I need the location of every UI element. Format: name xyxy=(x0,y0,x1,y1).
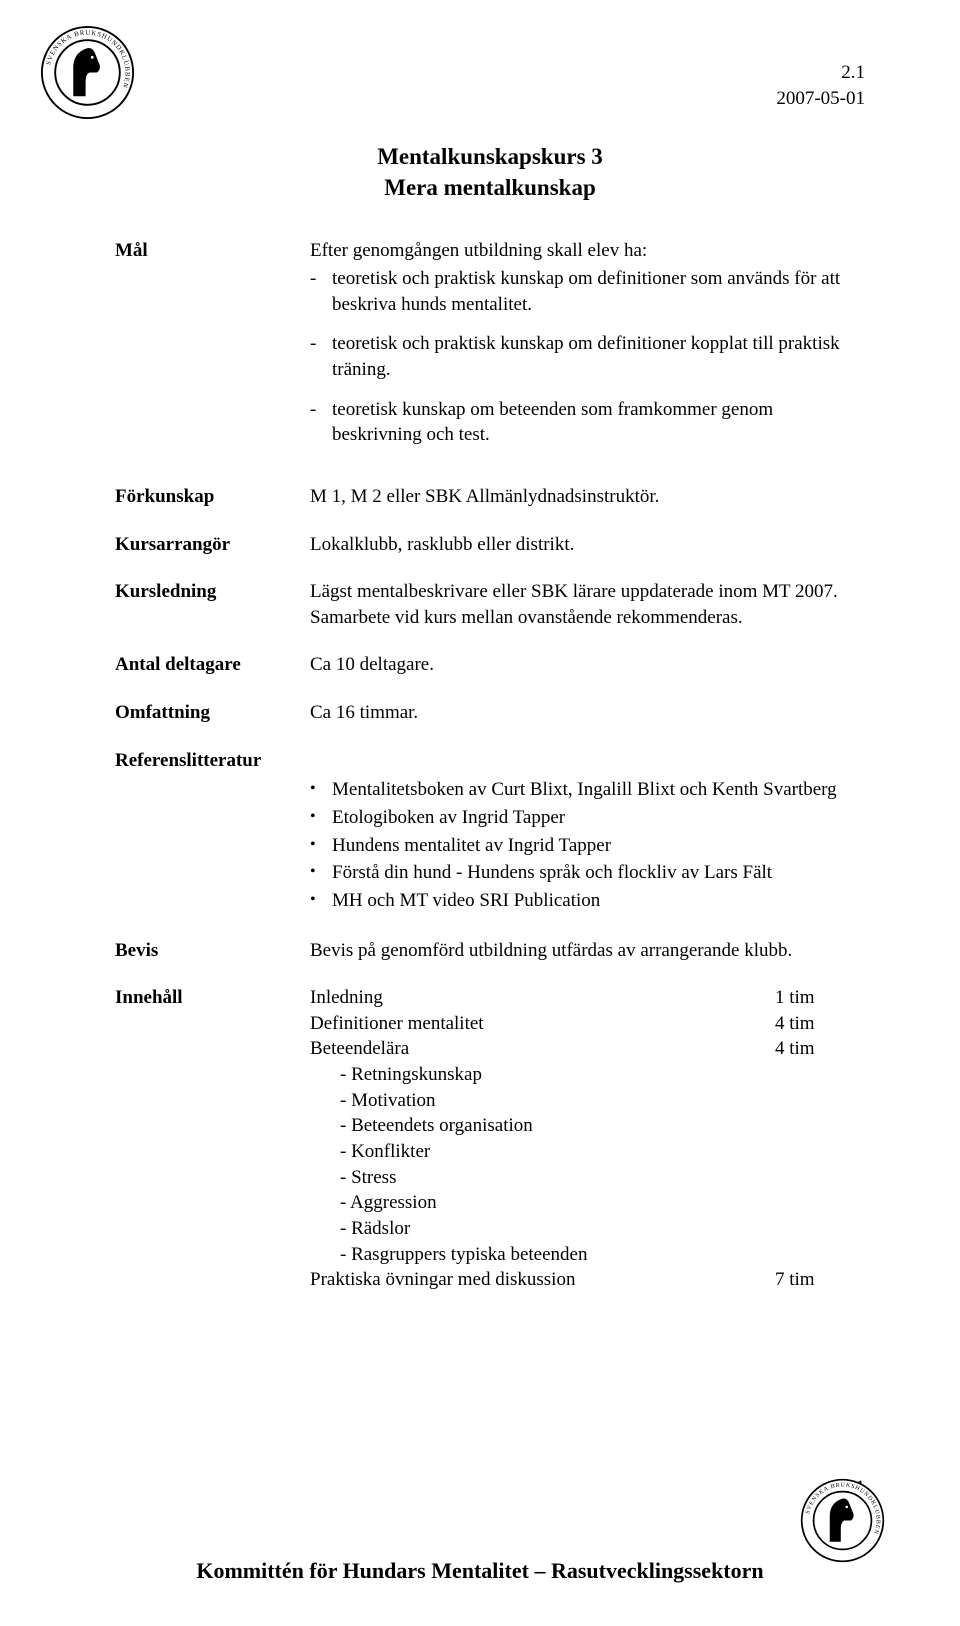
club-logo-icon: SVENSKA BRUKSHUNDKLUBBEN xyxy=(800,1478,885,1563)
referens-item: •Etologiboken av Ingrid Tapper xyxy=(310,805,865,831)
bullet-icon: • xyxy=(310,833,332,859)
dash-icon: - xyxy=(310,266,332,317)
section-innehall: Innehåll Inledning1 tim Definitioner men… xyxy=(115,985,865,1293)
value-antal: Ca 10 deltagare. xyxy=(310,652,865,678)
referens-list: •Mentalitetsboken av Curt Blixt, Ingalil… xyxy=(310,777,865,915)
doc-date: 2007-05-01 xyxy=(115,86,865,112)
label-kursledning: Kursledning xyxy=(115,579,310,630)
schedule-row: Inledning1 tim xyxy=(310,985,865,1011)
page: SVENSKA BRUKSHUNDKLUBBEN 2.1 2007-05-01 … xyxy=(0,0,960,1626)
sched-text: Praktiska övningar med diskussion xyxy=(310,1267,775,1293)
mal-bullet: -teoretisk och praktisk kunskap om defin… xyxy=(310,331,865,382)
sched-time: 4 tim xyxy=(775,1011,865,1037)
section-bevis: Bevis Bevis på genomförd utbildning utfä… xyxy=(115,938,865,964)
referens-text: MH och MT video SRI Publication xyxy=(332,888,600,914)
sched-sub: - Retningskunskap xyxy=(310,1062,865,1088)
value-mal: Efter genomgången utbildning skall elev … xyxy=(310,238,865,461)
label-innehall: Innehåll xyxy=(115,985,310,1293)
section-referens-label: Referenslitteratur xyxy=(115,748,865,774)
doc-code: 2.1 xyxy=(115,60,865,86)
sched-sub: - Rädslor xyxy=(310,1216,865,1242)
section-mal: Mål Efter genomgången utbildning skall e… xyxy=(115,238,865,461)
mal-bullet: -teoretisk och praktisk kunskap om defin… xyxy=(310,266,865,317)
sched-time: 4 tim xyxy=(775,1036,865,1062)
sched-sub: - Stress xyxy=(310,1165,865,1191)
referens-item: •Mentalitetsboken av Curt Blixt, Ingalil… xyxy=(310,777,865,803)
sched-time: 1 tim xyxy=(775,985,865,1011)
bullet-icon: • xyxy=(310,777,332,803)
section-referens: •Mentalitetsboken av Curt Blixt, Ingalil… xyxy=(115,777,865,915)
schedule-row: Definitioner mentalitet4 tim xyxy=(310,1011,865,1037)
value-omfattning: Ca 16 timmar. xyxy=(310,700,865,726)
section-kursarrangor: Kursarrangör Lokalklubb, rasklubb eller … xyxy=(115,532,865,558)
logo-top: SVENSKA BRUKSHUNDKLUBBEN xyxy=(40,25,135,128)
section-kursledning: Kursledning Lägst mentalbeskrivare eller… xyxy=(115,579,865,630)
label-mal: Mål xyxy=(115,238,310,461)
bullet-icon: • xyxy=(310,805,332,831)
bullet-icon: • xyxy=(310,888,332,914)
mal-intro: Efter genomgången utbildning skall elev … xyxy=(310,238,865,264)
referens-item: •MH och MT video SRI Publication xyxy=(310,888,865,914)
referens-text: Mentalitetsboken av Curt Blixt, Ingalill… xyxy=(332,777,837,803)
sched-text: Definitioner mentalitet xyxy=(310,1011,775,1037)
label-referens: Referenslitteratur xyxy=(115,748,261,774)
mal-bullet: -teoretisk kunskap om beteenden som fram… xyxy=(310,397,865,448)
value-kursarrangor: Lokalklubb, rasklubb eller distrikt. xyxy=(310,532,865,558)
mal-bullet-text: teoretisk och praktisk kunskap om defini… xyxy=(332,266,865,317)
label-antal: Antal deltagare xyxy=(115,652,310,678)
referens-item: •Förstå din hund - Hundens språk och flo… xyxy=(310,860,865,886)
sched-text: Beteendelära xyxy=(310,1036,775,1062)
value-bevis: Bevis på genomförd utbildning utfärdas a… xyxy=(310,938,865,964)
section-forkunskap: Förkunskap M 1, M 2 eller SBK Allmänlydn… xyxy=(115,484,865,510)
label-bevis: Bevis xyxy=(115,938,310,964)
sched-sub: - Motivation xyxy=(310,1088,865,1114)
label-forkunskap: Förkunskap xyxy=(115,484,310,510)
mal-bullet-text: teoretisk kunskap om beteenden som framk… xyxy=(332,397,865,448)
section-omfattning: Omfattning Ca 16 timmar. xyxy=(115,700,865,726)
sched-sub: - Beteendets organisation xyxy=(310,1113,865,1139)
label-omfattning: Omfattning xyxy=(115,700,310,726)
referens-text: Hundens mentalitet av Ingrid Tapper xyxy=(332,833,611,859)
referens-text: Etologiboken av Ingrid Tapper xyxy=(332,805,565,831)
value-kursledning: Lägst mentalbeskrivare eller SBK lärare … xyxy=(310,579,865,630)
sched-sub: - Konflikter xyxy=(310,1139,865,1165)
sched-sub: - Aggression xyxy=(310,1190,865,1216)
header-meta: 2.1 2007-05-01 xyxy=(115,60,865,111)
referens-item: •Hundens mentalitet av Ingrid Tapper xyxy=(310,833,865,859)
sched-text: Inledning xyxy=(310,985,775,1011)
schedule-row: Praktiska övningar med diskussion7 tim xyxy=(310,1267,865,1293)
value-forkunskap: M 1, M 2 eller SBK Allmänlydnadsinstrukt… xyxy=(310,484,865,510)
dash-icon: - xyxy=(310,331,332,382)
value-innehall: Inledning1 tim Definitioner mentalitet4 … xyxy=(310,985,865,1293)
schedule-row: Beteendelära4 tim xyxy=(310,1036,865,1062)
dash-icon: - xyxy=(310,397,332,448)
referens-text: Förstå din hund - Hundens språk och floc… xyxy=(332,860,772,886)
spacer xyxy=(115,777,310,915)
label-kursarrangor: Kursarrangör xyxy=(115,532,310,558)
title-line1: Mentalkunskapskurs 3 xyxy=(115,141,865,172)
title-block: Mentalkunskapskurs 3 Mera mentalkunskap xyxy=(115,141,865,203)
mal-bullet-text: teoretisk och praktisk kunskap om defini… xyxy=(332,331,865,382)
sched-time: 7 tim xyxy=(775,1267,865,1293)
mal-bullets: -teoretisk och praktisk kunskap om defin… xyxy=(310,266,865,448)
footer-text: Kommittén för Hundars Mentalitet – Rasut… xyxy=(0,1556,960,1586)
section-antal: Antal deltagare Ca 10 deltagare. xyxy=(115,652,865,678)
bullet-icon: • xyxy=(310,860,332,886)
title-line2: Mera mentalkunskap xyxy=(115,172,865,203)
club-logo-icon: SVENSKA BRUKSHUNDKLUBBEN xyxy=(40,25,135,120)
sched-sub: - Rasgruppers typiska beteenden xyxy=(310,1242,865,1268)
